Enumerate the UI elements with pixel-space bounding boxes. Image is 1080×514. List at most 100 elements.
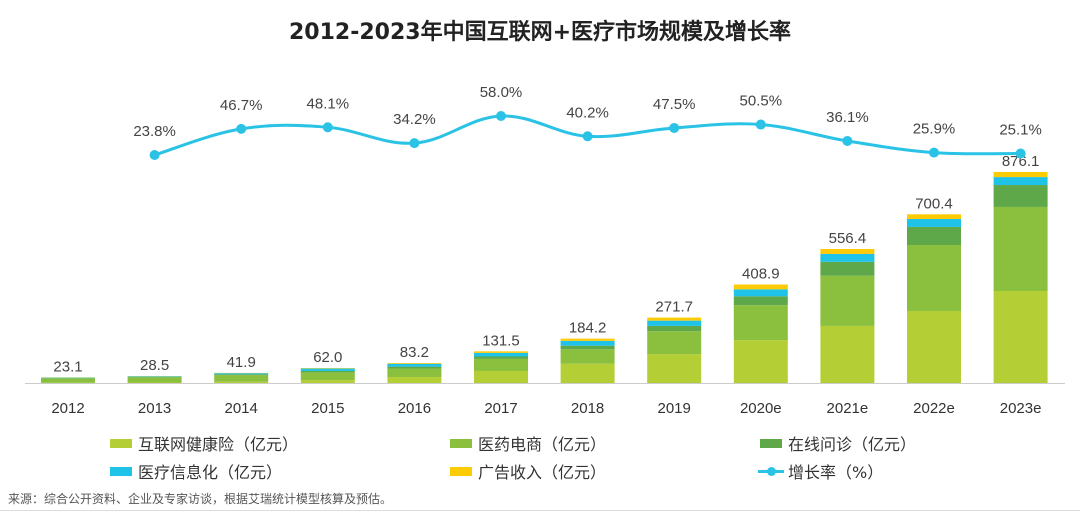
bar-segment-4 <box>560 338 615 341</box>
bar-segment-1 <box>474 358 528 371</box>
legend-swatch <box>110 466 132 476</box>
bar-segment-3 <box>127 376 182 377</box>
growth-rate-point <box>755 119 766 130</box>
x-tick-label: 2021e <box>827 400 869 417</box>
growth-rate-label: 46.7% <box>220 97 263 114</box>
growth-rate-point <box>669 122 680 133</box>
legend-item-growth: 增长率（%） <box>758 459 883 483</box>
bar-segment-0 <box>907 310 961 383</box>
bar-segment-3 <box>907 218 961 227</box>
growth-rate-label: 40.2% <box>566 104 609 121</box>
growth-rate-point <box>149 149 160 160</box>
bar-segment-4 <box>907 214 961 219</box>
x-tick-label: 2014 <box>225 400 258 417</box>
bar-total-label: 23.1 <box>53 358 82 375</box>
bar-segment-2 <box>387 366 442 369</box>
bar-total-label: 83.2 <box>400 344 429 361</box>
growth-rate-label: 25.1% <box>999 122 1042 139</box>
bar-segment-4 <box>387 362 442 364</box>
growth-rate-label: 34.2% <box>393 111 436 128</box>
bar-segment-0 <box>733 340 788 383</box>
legend-item-ads: 广告收入（亿元） <box>450 459 606 483</box>
bar-total-label: 876.1 <box>1002 153 1040 170</box>
bar-segment-0 <box>387 376 442 383</box>
growth-rate-point <box>322 122 333 133</box>
bar-segment-4 <box>647 317 702 321</box>
growth-rate-point <box>842 135 853 146</box>
legend-label: 医药电商（亿元） <box>478 435 607 454</box>
bar-segment-0 <box>474 370 528 383</box>
legend-line-marker <box>758 466 784 476</box>
bar-segment-1 <box>907 244 961 311</box>
legend-item-consult: 在线问诊（亿元） <box>760 431 916 455</box>
growth-rate-label: 36.1% <box>826 109 869 126</box>
growth-rate-label: 47.5% <box>653 96 696 113</box>
growth-rate-point <box>929 147 939 158</box>
bar-total-label: 62.0 <box>313 349 342 366</box>
bar-segment-4 <box>993 172 1048 178</box>
bar-segment-1 <box>300 372 355 381</box>
x-tick-label: 2016 <box>398 400 431 417</box>
bar-segment-0 <box>214 381 269 383</box>
bar-segment-4 <box>474 351 528 353</box>
chart-title: 2012-2023年中国互联网+医疗市场规模及增长率 <box>288 20 792 45</box>
growth-rate-point <box>1015 148 1026 159</box>
chart-plot: 23.1 2012 28.5 2013 41.9 2014 62.0 2015 83.2 2016… <box>25 84 1065 417</box>
growth-rate-label: 23.8% <box>133 123 176 140</box>
bar-total-label: 556.4 <box>829 230 867 247</box>
bar-segment-2 <box>560 345 615 350</box>
bar-segment-2 <box>733 296 788 306</box>
legend-label: 医疗信息化（亿元） <box>138 463 283 482</box>
bar-segment-2 <box>647 325 702 332</box>
bar-segment-1 <box>41 378 95 383</box>
bar-segment-2 <box>993 185 1048 207</box>
x-tick-label: 2015 <box>311 400 344 417</box>
bar-segment-0 <box>993 290 1048 383</box>
bar-segment-2 <box>907 226 961 245</box>
legend-swatch <box>450 438 472 448</box>
bar-segment-0 <box>560 363 615 383</box>
x-tick-label: 2019 <box>658 400 691 417</box>
bar-segment-3 <box>820 253 875 262</box>
x-tick-label: 2018 <box>571 400 604 417</box>
legend-label: 在线问诊（亿元） <box>788 435 917 454</box>
growth-rate-point <box>496 111 506 121</box>
growth-rate-label: 25.9% <box>913 121 956 138</box>
x-tick-label: 2020e <box>740 400 782 417</box>
bar-total-label: 408.9 <box>742 266 780 283</box>
legend-swatch <box>110 438 132 448</box>
bar-segment-1 <box>127 377 182 383</box>
legend-label: 广告收入（亿元） <box>478 463 607 482</box>
divider <box>0 510 1080 511</box>
x-tick-label: 2022e <box>913 400 955 417</box>
growth-rate-point <box>409 138 420 149</box>
bar-segment-2 <box>820 261 875 276</box>
bar-segment-2 <box>300 370 355 373</box>
legend-item-info: 医疗信息化（亿元） <box>110 459 282 483</box>
bar-segment-1 <box>647 331 702 355</box>
bar-segment-1 <box>560 349 615 364</box>
bar-segment-0 <box>820 325 875 383</box>
x-tick-label: 2013 <box>138 400 171 417</box>
legend-label: 互联网健康险（亿元） <box>138 435 299 454</box>
bar-segment-3 <box>387 363 442 367</box>
legend-swatch <box>450 466 472 476</box>
bar-segment-3 <box>993 177 1048 186</box>
x-tick-label: 2012 <box>51 400 84 417</box>
growth-rate-label: 48.1% <box>307 95 350 112</box>
growth-rate-point <box>582 131 593 142</box>
source-note: 来源：综合公开资料、企业及专家访谈，根据艾瑞统计模型核算及预估。 <box>8 492 393 506</box>
x-tick-label: 2023e <box>1000 400 1042 417</box>
bar-segment-3 <box>41 377 95 379</box>
bar-segment-3 <box>733 289 788 297</box>
legend-swatch <box>760 438 782 448</box>
bar-total-label: 700.4 <box>915 195 953 212</box>
bar-segment-3 <box>560 340 615 346</box>
bar-segment-0 <box>647 354 702 383</box>
growth-rate-label: 50.5% <box>740 93 783 110</box>
bar-segment-3 <box>214 373 269 375</box>
bar-segment-4 <box>733 284 788 290</box>
bar-segment-2 <box>474 356 528 359</box>
bar-total-label: 41.9 <box>227 354 256 371</box>
bar-segment-3 <box>300 368 355 371</box>
